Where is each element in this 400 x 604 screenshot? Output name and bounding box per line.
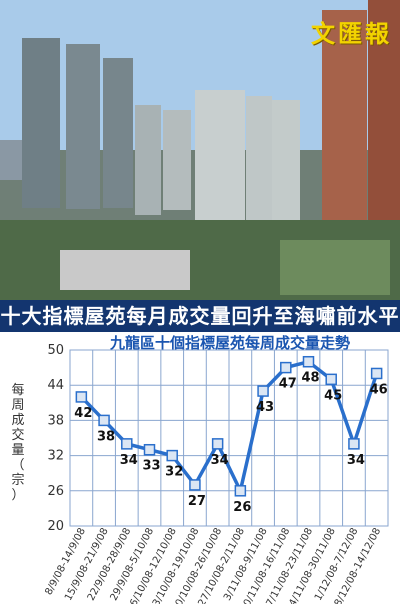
y-tick-label: 38 bbox=[47, 413, 64, 428]
x-tick-labels: 8/9/08-14/9/0815/9/08-21/9/0822/9/08-28/… bbox=[43, 526, 383, 604]
data-label: 47 bbox=[279, 377, 297, 392]
data-marker bbox=[189, 479, 201, 491]
y-tick-label: 50 bbox=[47, 343, 64, 358]
data-label: 34 bbox=[211, 453, 229, 468]
y-axis-label-char: 宗 bbox=[11, 472, 24, 488]
data-marker bbox=[234, 485, 247, 497]
chart-title: 九龍區十個指標屋苑每周成交量走勢 bbox=[109, 334, 350, 352]
data-label: 42 bbox=[74, 406, 92, 421]
data-label: 33 bbox=[142, 459, 160, 474]
data-marker bbox=[280, 361, 292, 374]
data-marker bbox=[143, 443, 156, 456]
data-marker bbox=[325, 373, 337, 386]
newspaper-watermark: 文匯報 bbox=[311, 19, 392, 48]
data-marker bbox=[348, 438, 360, 450]
data-label: 26 bbox=[233, 500, 251, 515]
skyline-illustration bbox=[0, 0, 400, 300]
data-label: 34 bbox=[120, 453, 138, 468]
data-labels: 42 38 34 33 32 27 34 26 43 47 48 45 34 46 bbox=[74, 371, 387, 515]
y-tick-label: 26 bbox=[47, 484, 64, 499]
header-photo: 文匯報 bbox=[0, 0, 400, 300]
data-marker bbox=[75, 391, 88, 403]
series bbox=[75, 355, 383, 497]
data-label: 45 bbox=[324, 388, 342, 403]
data-label: 38 bbox=[97, 429, 115, 444]
y-axis-label-char: （ bbox=[11, 458, 24, 473]
data-label: 46 bbox=[370, 382, 388, 397]
y-axis-label: 每周成交量（宗） bbox=[11, 382, 24, 503]
data-marker bbox=[121, 438, 133, 450]
y-axis-label-char: 周 bbox=[11, 398, 24, 413]
y-axis-label-char: 量 bbox=[11, 443, 24, 458]
data-label: 34 bbox=[347, 453, 365, 468]
data-marker bbox=[370, 367, 383, 380]
headline: 十大指標屋苑每月成交量回升至海嘯前水平 bbox=[0, 300, 400, 332]
data-label: 32 bbox=[165, 465, 183, 480]
chart-panel: 九龍區十個指標屋苑每周成交量走勢 每周成交量（宗） 20 26 32 38 44 50 8… bbox=[0, 332, 400, 604]
y-tick-label: 32 bbox=[47, 449, 64, 464]
data-label: 27 bbox=[188, 494, 206, 509]
gridlines bbox=[69, 349, 389, 527]
y-tick-label: 20 bbox=[47, 519, 64, 534]
data-marker bbox=[302, 355, 315, 368]
data-marker bbox=[211, 438, 224, 450]
y-axis-label-char: 成 bbox=[11, 413, 24, 428]
y-axis-label-char: 交 bbox=[11, 427, 24, 443]
y-axis-label-char: ） bbox=[11, 488, 24, 503]
data-marker bbox=[98, 414, 110, 427]
y-axis-label-char: 每 bbox=[11, 382, 24, 398]
data-label: 43 bbox=[256, 400, 274, 415]
y-tick-labels: 20 26 32 38 44 50 bbox=[47, 343, 64, 534]
data-marker bbox=[166, 449, 178, 462]
line-chart: 九龍區十個指標屋苑每周成交量走勢 每周成交量（宗） 20 26 32 38 44 50 8… bbox=[11, 334, 389, 604]
data-marker bbox=[257, 385, 269, 397]
y-tick-label: 44 bbox=[47, 378, 64, 393]
data-label: 48 bbox=[301, 371, 319, 386]
